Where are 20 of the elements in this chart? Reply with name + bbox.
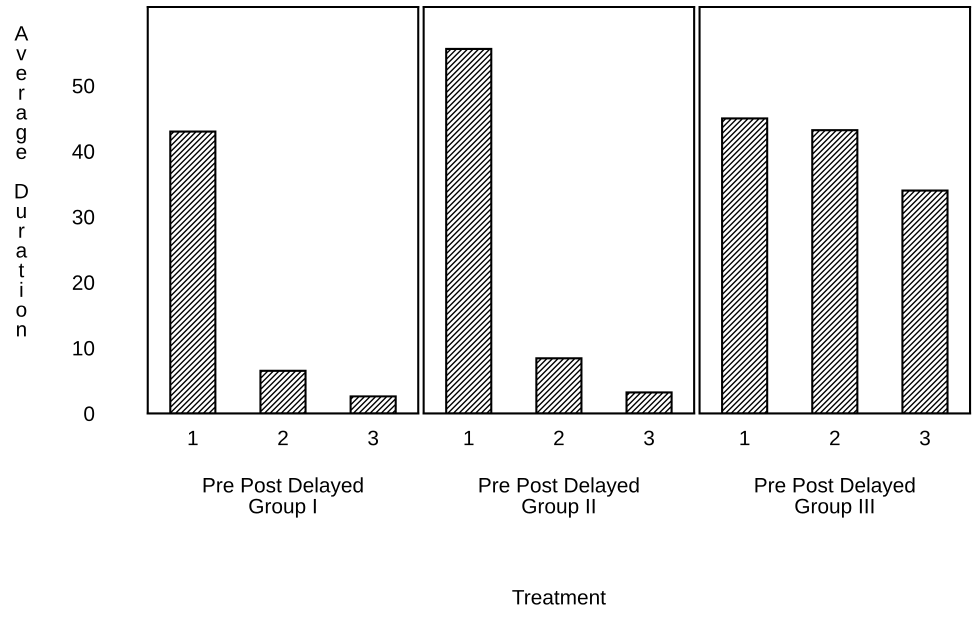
y-tick-label: 20 [72, 275, 94, 290]
x-tick-label: 2 [278, 430, 288, 446]
x-tick-label: 2 [554, 430, 564, 446]
x-tick-label: 1 [188, 430, 198, 446]
text: Treatment [512, 590, 606, 605]
y-tick-label: 40 [72, 144, 94, 159]
text: Average Duration [14, 26, 28, 336]
x-tick-label: 1 [464, 430, 474, 446]
x-axis-title: Pre Post Delayed Group II [480, 477, 639, 518]
x-tick-label: 3 [920, 430, 930, 446]
x-tick-label: 3 [644, 430, 654, 446]
x-tick-label: 1 [740, 430, 750, 446]
x-tick-label: 2 [830, 430, 840, 446]
x-axis-title: Pre Post Delayed Group III [755, 477, 915, 518]
x-axis-title: Pre Post Delayed Group I [204, 477, 363, 518]
y-tick-label: 50 [72, 78, 94, 94]
y-tick-label: 0 [84, 406, 94, 422]
y-tick-label: 30 [72, 210, 94, 225]
y-tick-label: 10 [73, 340, 94, 356]
x-tick-label: 3 [368, 430, 378, 446]
